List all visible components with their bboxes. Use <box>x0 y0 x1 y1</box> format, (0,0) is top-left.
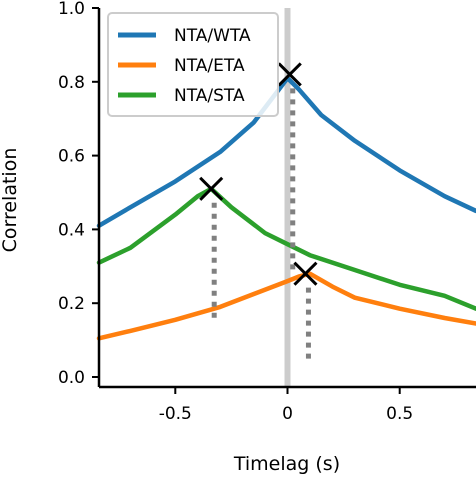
y-tick-label: 0.4 <box>58 220 85 240</box>
y-tick-label: 0.6 <box>58 147 85 167</box>
legend-label: NTA/STA <box>174 86 245 106</box>
peak-marker-x <box>293 261 318 286</box>
peak-marker-x <box>277 62 302 87</box>
x-tick-label: -0.5 <box>159 404 192 424</box>
x-tick-label: 0.5 <box>386 404 413 424</box>
y-tick-label: 0.0 <box>58 368 85 388</box>
peak-marker-x <box>199 176 224 201</box>
y-tick-label: 1.0 <box>58 0 85 19</box>
legend-box <box>107 12 279 117</box>
series-line-nta-eta <box>96 271 476 341</box>
x-axis-label: Timelag (s) <box>233 453 340 474</box>
series-line-nta-sta <box>96 186 476 311</box>
x-tick-label: 0 <box>282 404 293 424</box>
legend-label: NTA/ETA <box>174 56 245 76</box>
y-axis-label: Correlation <box>0 148 21 253</box>
y-tick-label: 0.8 <box>58 73 85 93</box>
y-tick-label: 0.2 <box>58 294 85 314</box>
legend-label: NTA/WTA <box>174 26 251 46</box>
